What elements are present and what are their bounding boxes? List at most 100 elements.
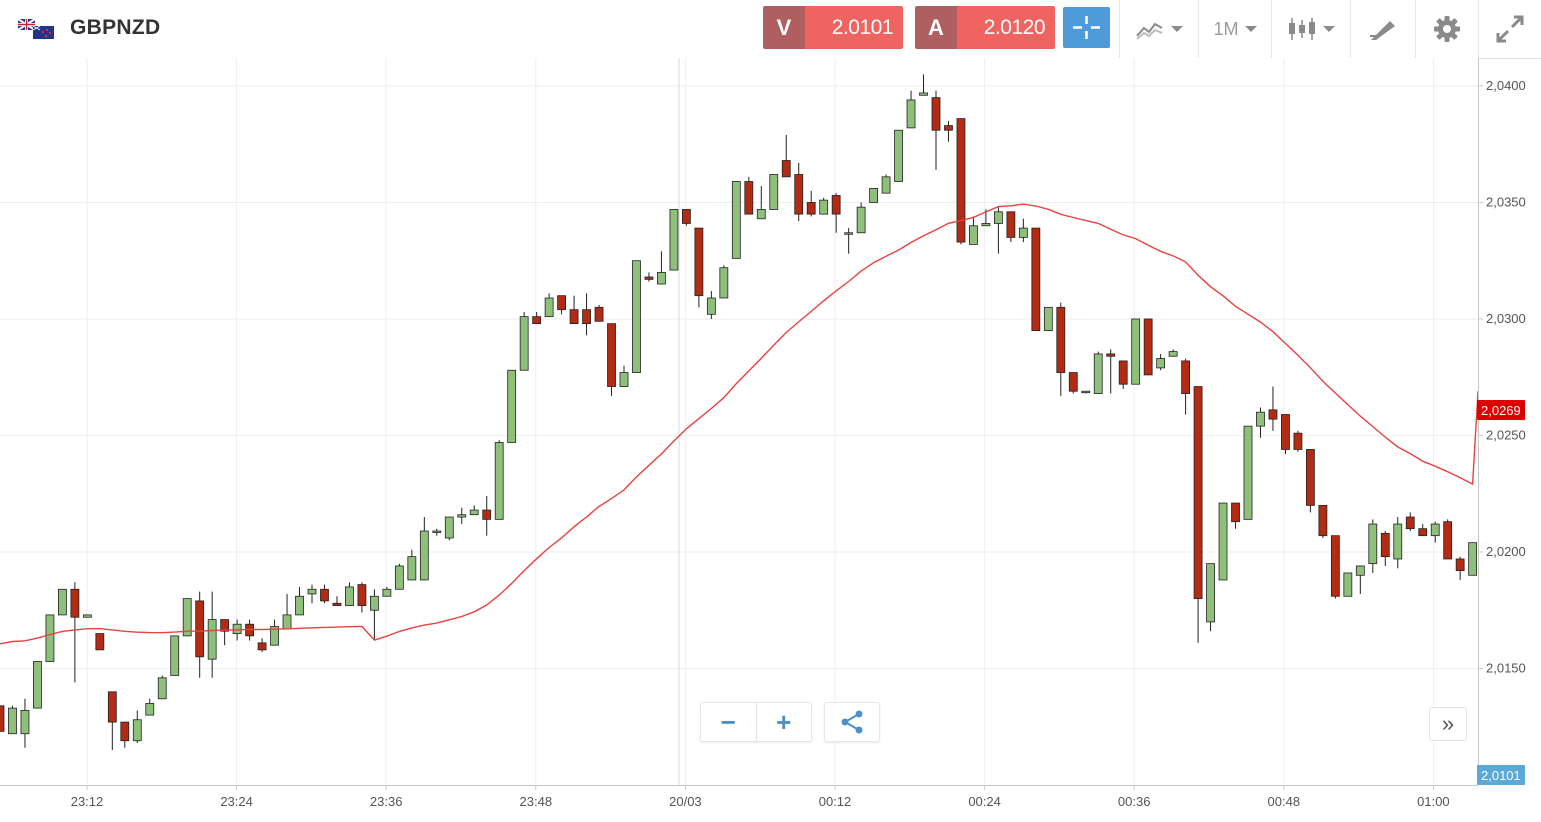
candle-down [357, 582, 367, 613]
candle-body [532, 316, 542, 325]
candle-down [320, 584, 329, 604]
candle-up [1018, 218, 1028, 243]
candle-body [507, 369, 517, 443]
candle-body [1455, 558, 1465, 572]
candle-down [195, 591, 205, 678]
candle-body [195, 600, 205, 658]
candle-up [45, 614, 55, 662]
sell-button[interactable]: V 2.0101 [763, 6, 903, 49]
candle-body [1368, 523, 1378, 565]
symbol-title: GBPNZD [70, 16, 161, 39]
sell-label: V [763, 6, 805, 49]
candle-down [1405, 512, 1415, 532]
chart-type-dropdown[interactable] [1120, 0, 1198, 58]
candle-body [1093, 353, 1103, 394]
candle-up [1468, 542, 1478, 576]
candle-body [1355, 565, 1365, 576]
candle-down [1031, 227, 1041, 332]
candle-body [956, 118, 966, 243]
candle-up [1206, 563, 1215, 632]
candle-body [769, 174, 779, 210]
candle-down [944, 120, 953, 142]
candle-up [444, 516, 454, 541]
candle-body [1281, 414, 1290, 450]
crosshair-icon [1073, 16, 1100, 39]
fullscreen-button[interactable] [1479, 0, 1541, 58]
candle-body [20, 710, 30, 735]
candle-down [1380, 531, 1390, 566]
candle-body [944, 125, 953, 131]
x-tick-label: 23:12 [71, 794, 104, 809]
candle-body [419, 530, 429, 581]
candle-up [1343, 572, 1353, 597]
share-button[interactable] [824, 702, 880, 742]
candle-down [220, 619, 230, 646]
scroll-to-latest-button[interactable]: » [1429, 707, 1467, 741]
candle-body [819, 199, 829, 215]
x-tick-label: 23:36 [370, 794, 403, 809]
zoom-controls: − + [700, 702, 812, 742]
candle-body [82, 614, 92, 618]
x-tick-label: 20/03 [669, 794, 702, 809]
candle-down [794, 162, 804, 222]
candle-body [1443, 521, 1453, 560]
candle-down [569, 295, 579, 325]
drawing-tools-button[interactable] [1351, 0, 1415, 58]
candle-down [257, 638, 267, 653]
candle-up [719, 265, 729, 299]
candle-body [494, 442, 504, 520]
candle-down [1418, 524, 1428, 537]
candle-style-dropdown[interactable] [1272, 0, 1350, 58]
candle-body [345, 586, 354, 606]
candle-body [794, 174, 804, 215]
candle-body [1256, 411, 1265, 427]
toolbar-divider [1415, 0, 1416, 58]
candle-down [0, 705, 5, 732]
timeframe-dropdown[interactable]: 1M [1199, 0, 1271, 58]
candle-body [1193, 386, 1203, 599]
candle-body [719, 267, 729, 299]
candle-up [382, 586, 392, 597]
candle-body [1056, 306, 1066, 373]
candle-up [1355, 565, 1365, 594]
candle-body [182, 598, 192, 637]
candle-up [82, 614, 92, 618]
x-tick-label: 00:36 [1118, 794, 1151, 809]
candle-body [1418, 528, 1428, 537]
price-chart[interactable]: 2,0400 2,0350 2,0300 2,0250 2,0200 2,0150 23:… [0, 58, 1541, 822]
candle-body [781, 160, 791, 178]
candle-body [1081, 390, 1091, 394]
candle-up [1218, 502, 1228, 581]
buy-button[interactable]: A 2.0120 [915, 6, 1055, 49]
toolbar-divider [1350, 0, 1351, 58]
candle-body [95, 633, 105, 651]
candle-body [569, 309, 579, 325]
candle-up [494, 440, 504, 520]
candle-up [819, 197, 829, 215]
candle-body [582, 309, 591, 325]
settings-button[interactable] [1416, 0, 1478, 58]
candle-body [607, 323, 616, 387]
candle-down [332, 596, 342, 606]
candle-up [507, 369, 517, 443]
chevron-down-icon [1171, 26, 1183, 32]
candle-body [432, 530, 442, 533]
chevron-down-icon [1323, 26, 1335, 32]
candle-body [806, 202, 816, 215]
candle-up [844, 228, 854, 254]
candle-up [1256, 407, 1265, 438]
candle-body [482, 509, 492, 520]
crosshair-button[interactable] [1063, 7, 1110, 48]
candle-body [1405, 516, 1415, 530]
flag-icon [18, 19, 54, 39]
share-icon [841, 710, 863, 734]
candle-down [694, 227, 704, 308]
candle-down [1118, 360, 1128, 389]
zoom-out-button[interactable]: − [720, 706, 736, 737]
candle-body [270, 626, 279, 646]
y-tick-label: 2,0300 [1486, 311, 1526, 326]
zoom-in-button[interactable]: + [776, 706, 792, 737]
candle-up [20, 698, 30, 748]
ma-value-tag: 2,0269 [1477, 400, 1525, 420]
candle-up [270, 619, 279, 646]
